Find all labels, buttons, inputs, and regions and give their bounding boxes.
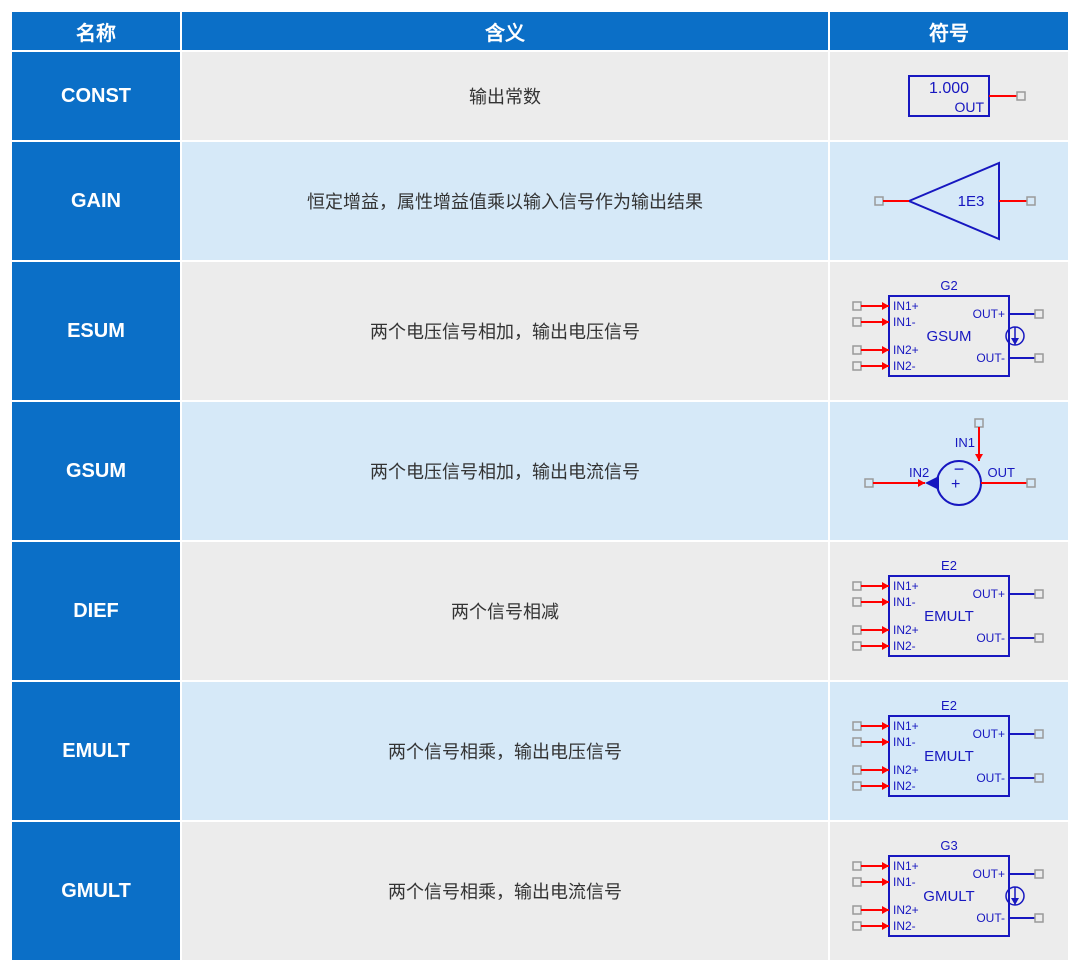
svg-text:OUT-: OUT-	[976, 911, 1005, 925]
row-symbol: IN1 IN2 + − OUT	[829, 401, 1069, 541]
svg-text:G3: G3	[940, 838, 957, 853]
svg-text:IN1+: IN1+	[893, 579, 919, 593]
table-row: CONST 输出常数 1.000 OUT	[11, 51, 1069, 141]
svg-text:IN1+: IN1+	[893, 719, 919, 733]
svg-text:OUT+: OUT+	[973, 727, 1005, 741]
row-name: GAIN	[11, 141, 181, 261]
table-row: GMULT 两个信号相乘，输出电流信号 G3 GMULT IN1+ IN1- I…	[11, 821, 1069, 961]
svg-text:IN1-: IN1-	[893, 735, 916, 749]
header-meaning: 含义	[181, 11, 829, 51]
component-table: 名称 含义 符号 CONST 输出常数 1.000 OUT GAIN 恒定增益，…	[10, 10, 1070, 962]
svg-text:IN1: IN1	[955, 435, 975, 450]
svg-text:EMULT: EMULT	[924, 748, 974, 765]
svg-text:IN1-: IN1-	[893, 595, 916, 609]
svg-text:IN1-: IN1-	[893, 315, 916, 329]
svg-text:OUT: OUT	[988, 465, 1016, 480]
svg-text:IN2-: IN2-	[893, 919, 916, 933]
svg-text:1E3: 1E3	[958, 193, 985, 210]
svg-text:IN2: IN2	[909, 465, 929, 480]
row-meaning: 恒定增益，属性增益值乘以输入信号作为输出结果	[181, 141, 829, 261]
table-row: ESUM 两个电压信号相加，输出电压信号 G2 GSUM IN1+ IN1- I…	[11, 261, 1069, 401]
svg-text:IN2-: IN2-	[893, 779, 916, 793]
svg-text:IN2+: IN2+	[893, 763, 919, 777]
svg-text:E2: E2	[941, 558, 957, 573]
svg-text:OUT+: OUT+	[973, 867, 1005, 881]
svg-text:G2: G2	[940, 278, 957, 293]
row-symbol: 1E3	[829, 141, 1069, 261]
header-row: 名称 含义 符号	[11, 11, 1069, 51]
row-meaning: 两个电压信号相加，输出电流信号	[181, 401, 829, 541]
row-name: ESUM	[11, 261, 181, 401]
svg-text:OUT: OUT	[954, 99, 984, 115]
row-meaning: 两个信号相乘，输出电压信号	[181, 681, 829, 821]
row-meaning: 输出常数	[181, 51, 829, 141]
row-name: DIEF	[11, 541, 181, 681]
svg-text:IN2-: IN2-	[893, 639, 916, 653]
svg-text:OUT-: OUT-	[976, 771, 1005, 785]
row-name: GMULT	[11, 821, 181, 961]
svg-text:IN1+: IN1+	[893, 859, 919, 873]
header-symbol: 符号	[829, 11, 1069, 51]
table-row: DIEF 两个信号相减 E2 EMULT IN1+ IN1- IN2+ IN2-…	[11, 541, 1069, 681]
row-name: GSUM	[11, 401, 181, 541]
row-meaning: 两个信号相乘，输出电流信号	[181, 821, 829, 961]
svg-text:IN2-: IN2-	[893, 359, 916, 373]
row-symbol: E2 EMULT IN1+ IN1- IN2+ IN2- OUT+ OUT-	[829, 681, 1069, 821]
svg-text:GMULT: GMULT	[923, 888, 974, 905]
row-name: CONST	[11, 51, 181, 141]
svg-text:IN2+: IN2+	[893, 343, 919, 357]
table-row: GSUM 两个电压信号相加，输出电流信号 IN1 IN2 + − OUT	[11, 401, 1069, 541]
svg-text:OUT+: OUT+	[973, 307, 1005, 321]
svg-text:IN2+: IN2+	[893, 623, 919, 637]
svg-text:IN2+: IN2+	[893, 903, 919, 917]
svg-text:EMULT: EMULT	[924, 608, 974, 625]
table-row: GAIN 恒定增益，属性增益值乘以输入信号作为输出结果 1E3	[11, 141, 1069, 261]
svg-text:1.000: 1.000	[929, 80, 969, 97]
row-symbol: 1.000 OUT	[829, 51, 1069, 141]
row-meaning: 两个电压信号相加，输出电压信号	[181, 261, 829, 401]
svg-text:GSUM: GSUM	[927, 328, 972, 345]
svg-text:OUT+: OUT+	[973, 587, 1005, 601]
header-name: 名称	[11, 11, 181, 51]
svg-text:E2: E2	[941, 698, 957, 713]
row-symbol: E2 EMULT IN1+ IN1- IN2+ IN2- OUT+ OUT-	[829, 541, 1069, 681]
svg-text:IN1-: IN1-	[893, 875, 916, 889]
row-symbol: G2 GSUM IN1+ IN1- IN2+ IN2- OUT+ OUT-	[829, 261, 1069, 401]
row-symbol: G3 GMULT IN1+ IN1- IN2+ IN2- OUT+ OUT-	[829, 821, 1069, 961]
svg-text:−: −	[954, 459, 965, 479]
svg-text:IN1+: IN1+	[893, 299, 919, 313]
row-meaning: 两个信号相减	[181, 541, 829, 681]
svg-text:OUT-: OUT-	[976, 351, 1005, 365]
svg-text:OUT-: OUT-	[976, 631, 1005, 645]
table-row: EMULT 两个信号相乘，输出电压信号 E2 EMULT IN1+ IN1- I…	[11, 681, 1069, 821]
row-name: EMULT	[11, 681, 181, 821]
